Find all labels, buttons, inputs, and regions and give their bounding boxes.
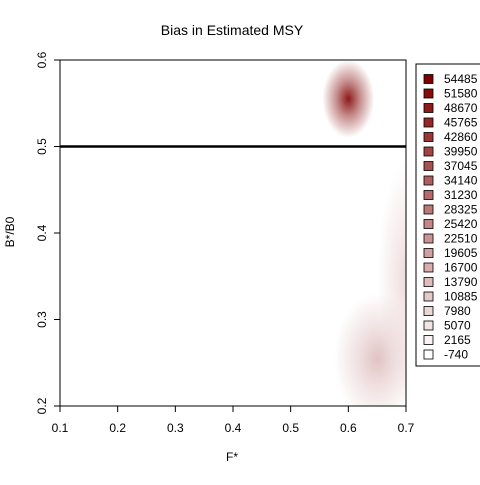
legend-label: 7980: [444, 304, 471, 318]
x-tick-label: 0.3: [167, 421, 184, 435]
legend-swatch: [423, 132, 434, 142]
legend-swatch: [423, 146, 434, 157]
legend-label: 10885: [444, 290, 478, 304]
legend-label: 28325: [444, 203, 478, 217]
legend-swatch: [423, 74, 434, 84]
legend-label: 48670: [444, 101, 478, 115]
legend-swatch: [423, 219, 434, 229]
legend-swatch: [423, 117, 434, 128]
legend-label: 39950: [444, 145, 478, 159]
y-tick-label: 0.5: [35, 138, 49, 155]
legend-swatch: [423, 175, 434, 186]
legend-label: 54485: [444, 72, 478, 86]
legend-swatch: [423, 306, 434, 316]
legend: 5448551580486704576542860399503704534140…: [415, 63, 480, 367]
legend-label: 45765: [444, 116, 478, 130]
x-axis: 0.1 0.2 0.3 0.4 0.5 0.6 0.7: [52, 406, 415, 435]
hotspot: [322, 60, 375, 138]
y-axis: 0.2 0.3 0.4 0.5 0.6: [35, 51, 60, 414]
legend-swatch: [423, 190, 434, 200]
y-axis-label: B*/B0: [3, 216, 17, 247]
legend-label: 31230: [444, 188, 478, 202]
legend-swatch: [423, 277, 434, 287]
x-tick-label: 0.2: [109, 421, 126, 435]
y-tick-label: 0.4: [35, 224, 49, 241]
legend-label: 22510: [444, 232, 478, 246]
heatmap-field: [322, 60, 406, 406]
legend-label: 19605: [444, 246, 478, 260]
legend-swatch: [423, 103, 434, 113]
legend-label: 2165: [444, 333, 471, 347]
legend-swatch: [423, 335, 434, 345]
legend-swatch: [423, 161, 434, 171]
legend-swatch: [423, 204, 434, 215]
legend-swatch: [423, 248, 434, 258]
legend-swatch: [423, 291, 434, 302]
chart-title: Bias in Estimated MSY: [161, 22, 304, 38]
legend-swatch: [423, 262, 434, 273]
legend-label: 13790: [444, 275, 478, 289]
legend-label: 34140: [444, 174, 478, 188]
legend-label: 5070: [444, 319, 471, 333]
x-tick-label: 0.7: [398, 421, 415, 435]
x-tick-label: 0.1: [52, 421, 69, 435]
y-tick-label: 0.2: [35, 397, 49, 414]
legend-swatch: [423, 320, 434, 331]
legend-swatch: [423, 88, 434, 99]
legend-label: 37045: [444, 159, 478, 173]
legend-label: 25420: [444, 217, 478, 231]
x-tick-label: 0.5: [282, 421, 299, 435]
x-tick-label: 0.4: [225, 421, 242, 435]
legend-label: 42860: [444, 130, 478, 144]
legend-swatch: [423, 349, 434, 360]
y-tick-label: 0.3: [35, 311, 49, 328]
hotspot: [333, 293, 406, 406]
legend-swatch: [423, 233, 434, 244]
legend-label: 51580: [444, 87, 478, 101]
legend-label: -740: [444, 348, 468, 362]
y-tick-label: 0.6: [35, 51, 49, 68]
x-tick-label: 0.6: [340, 421, 357, 435]
x-axis-label: F*: [226, 450, 238, 464]
hotspot: [377, 163, 406, 389]
legend-label: 16700: [444, 261, 478, 275]
